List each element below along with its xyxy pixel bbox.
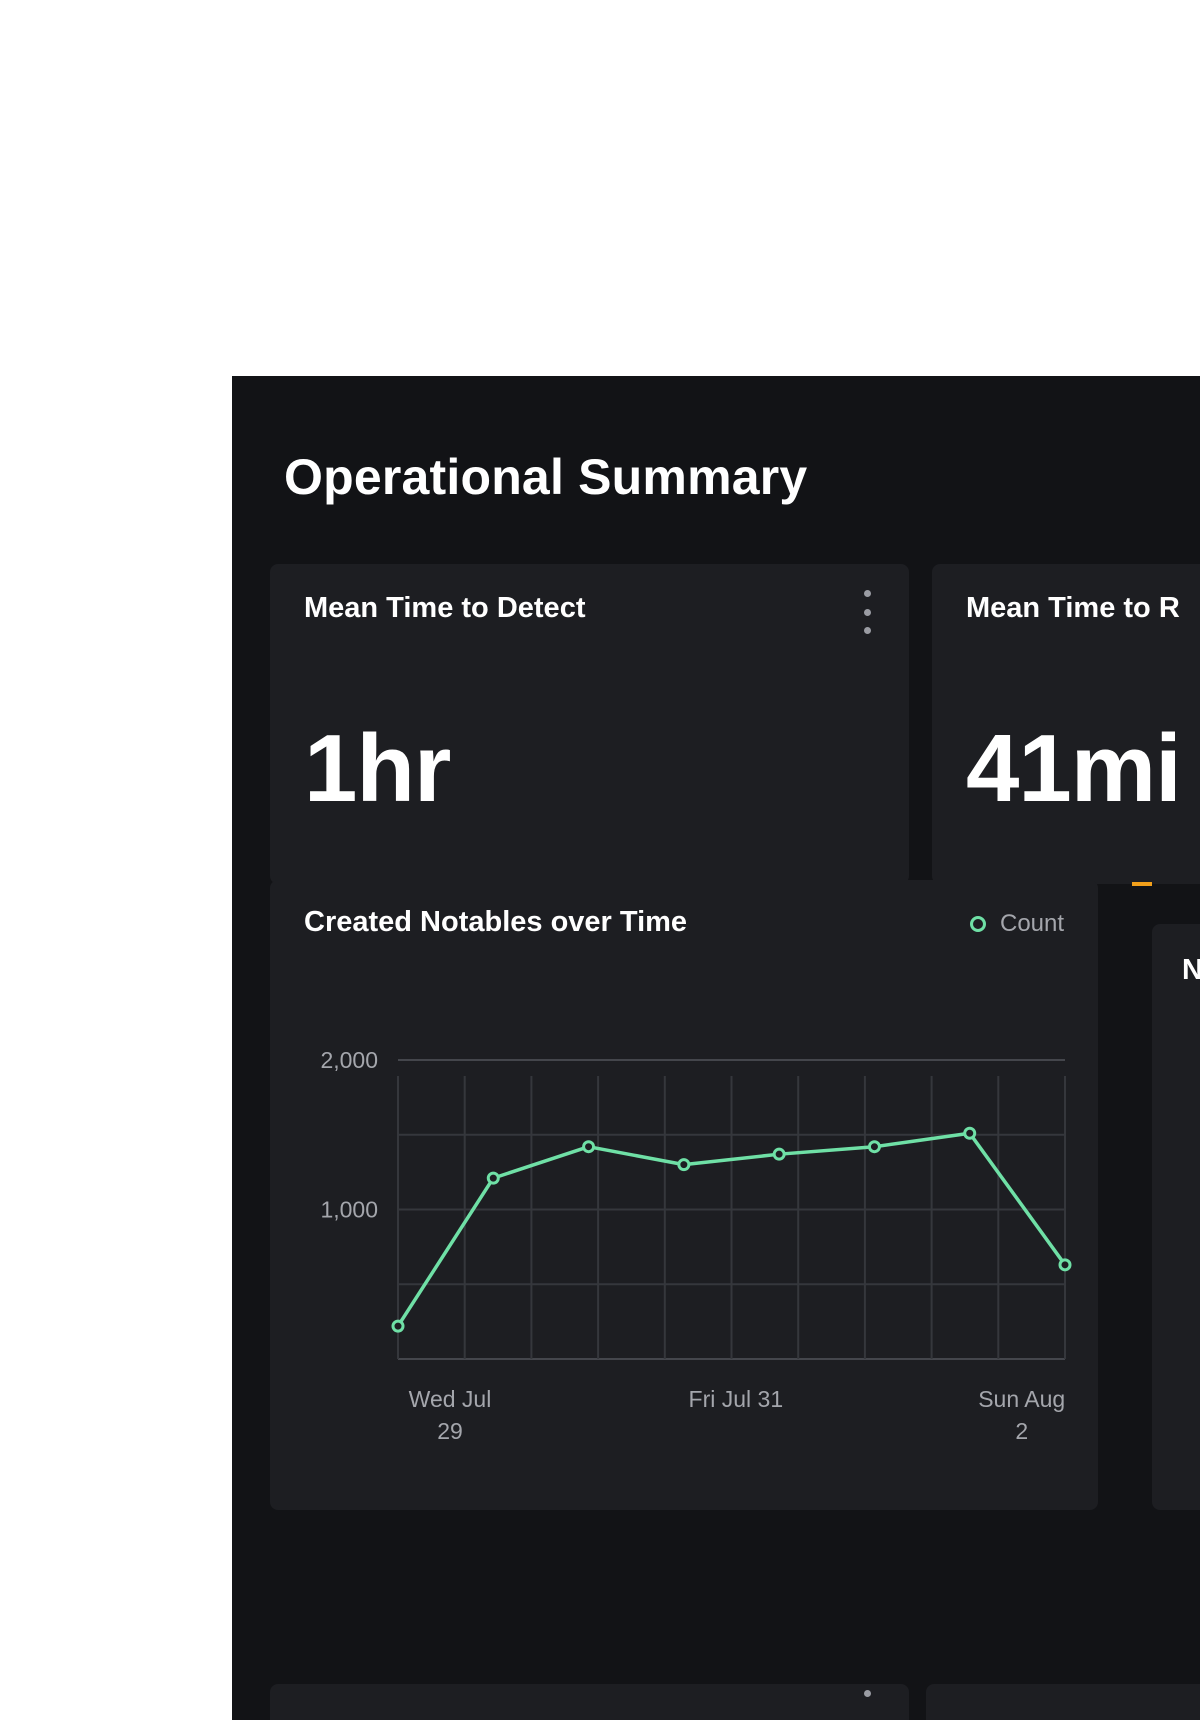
data-point	[963, 1126, 977, 1140]
notables-line-chart: 1,000 2,000 Wed Jul 29 Fri Jul 31 Sun Aug 2	[320, 1047, 1072, 1444]
next-card-title: N	[1182, 954, 1200, 986]
mean-time-to-detect-card: Mean Time to Detect 1hr	[270, 564, 909, 884]
mttd-value: 1hr	[304, 715, 451, 822]
x-tick-label-line: 2	[1015, 1418, 1028, 1444]
more-options-icon-bottom[interactable]	[864, 1690, 871, 1697]
x-tick-label: Fri Jul 31	[689, 1386, 784, 1412]
y-tick-label: 2,000	[320, 1047, 378, 1073]
created-notables-card: Created Notables over Time Count 1,000 2,…	[270, 880, 1098, 1510]
x-tick-label-line: Fri Jul 31	[689, 1386, 784, 1412]
accent-indicator	[1132, 882, 1152, 886]
operational-summary-dashboard: Operational Summary Mean Time to Detect …	[232, 376, 1200, 1720]
y-tick-label: 1,000	[320, 1197, 378, 1223]
mean-time-to-respond-card: Mean Time to R 41mi	[932, 564, 1200, 884]
data-point	[391, 1319, 405, 1333]
legend-label-count: Count	[1000, 910, 1065, 937]
next-chart-card: N	[1152, 924, 1200, 1510]
mttd-card-title: Mean Time to Detect	[304, 592, 586, 624]
data-point	[486, 1171, 500, 1185]
data-point	[677, 1158, 691, 1172]
legend-marker-icon	[970, 916, 986, 932]
data-point	[772, 1147, 786, 1161]
mttr-card-title: Mean Time to R	[966, 592, 1180, 624]
mttr-value: 41mi	[966, 715, 1182, 822]
data-point	[867, 1140, 881, 1154]
x-tick-label-line: Sun Aug	[978, 1386, 1065, 1412]
more-options-icon[interactable]	[855, 590, 879, 634]
page-title: Operational Summary	[284, 449, 808, 505]
x-tick-label: Sun Aug 2	[978, 1386, 1065, 1444]
series-line-count	[396, 1131, 1067, 1328]
x-tick-label: Wed Jul 29	[409, 1386, 492, 1444]
bottom-card-left	[270, 1684, 909, 1720]
x-tick-label-line: 29	[437, 1418, 463, 1444]
chart-title: Created Notables over Time	[304, 906, 688, 938]
data-point	[1058, 1258, 1072, 1272]
bottom-card-right	[926, 1684, 1200, 1720]
x-tick-label-line: Wed Jul	[409, 1386, 492, 1412]
data-point	[582, 1140, 596, 1154]
chart-legend[interactable]: Count	[970, 910, 1064, 938]
